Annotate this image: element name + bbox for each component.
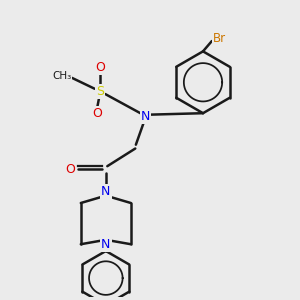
Text: CH₃: CH₃ xyxy=(52,71,71,81)
Text: O: O xyxy=(66,163,75,176)
Text: Br: Br xyxy=(213,32,226,45)
Text: N: N xyxy=(141,110,150,123)
Text: O: O xyxy=(92,107,102,120)
Text: N: N xyxy=(101,185,110,198)
Text: O: O xyxy=(95,61,105,74)
Text: N: N xyxy=(101,238,110,251)
Text: S: S xyxy=(96,85,104,98)
